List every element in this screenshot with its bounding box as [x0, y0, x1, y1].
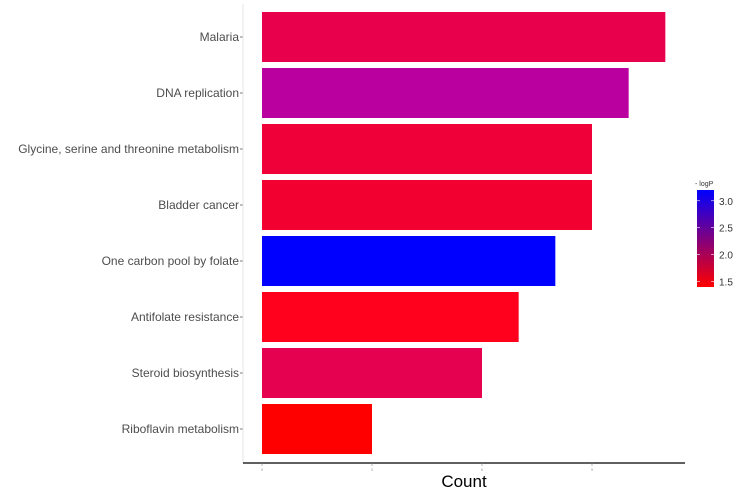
bar	[262, 68, 629, 118]
legend-tick-label: 2.0	[719, 251, 733, 262]
bar	[262, 292, 519, 342]
bar	[262, 236, 556, 286]
bar	[262, 348, 482, 398]
y-tick-label: Steroid biosynthesis	[132, 366, 239, 380]
x-tick-label: 9	[591, 467, 594, 472]
legend-ticks: 3.0 2.5 2.0 1.5	[697, 197, 733, 289]
x-axis-ticks: 0 3 6 9	[261, 463, 594, 472]
y-tick-label: Riboflavin metabolism	[122, 422, 239, 436]
legend-tick-label: 3.0	[719, 197, 733, 208]
x-axis-title: Count	[441, 472, 487, 491]
y-tick-label: DNA replication	[156, 86, 239, 100]
bar	[262, 12, 666, 62]
y-tick-label: Malaria	[200, 30, 240, 44]
x-tick-label: 3	[371, 467, 374, 472]
y-tick-label: One carbon pool by folate	[102, 254, 240, 268]
legend-title: - logP	[695, 181, 714, 188]
x-tick-label: 0	[261, 467, 264, 472]
y-tick-label: Antifolate resistance	[131, 310, 239, 324]
legend: - logP 3.0 2.5 2.0 1.5	[695, 181, 733, 289]
legend-tick-label: 1.5	[719, 278, 733, 289]
x-tick-label: 6	[481, 467, 484, 472]
y-tick-label: Glycine, serine and threonine metabolism	[18, 142, 239, 156]
legend-tick-label: 2.5	[719, 224, 733, 235]
bars-group	[262, 12, 666, 454]
y-axis-labels: Malaria DNA replication Glycine, serine an…	[18, 30, 243, 436]
bar	[262, 180, 592, 230]
bar	[262, 124, 592, 174]
bar	[262, 404, 372, 454]
legend-colorbar	[697, 190, 714, 287]
y-tick-label: Bladder cancer	[158, 198, 239, 212]
